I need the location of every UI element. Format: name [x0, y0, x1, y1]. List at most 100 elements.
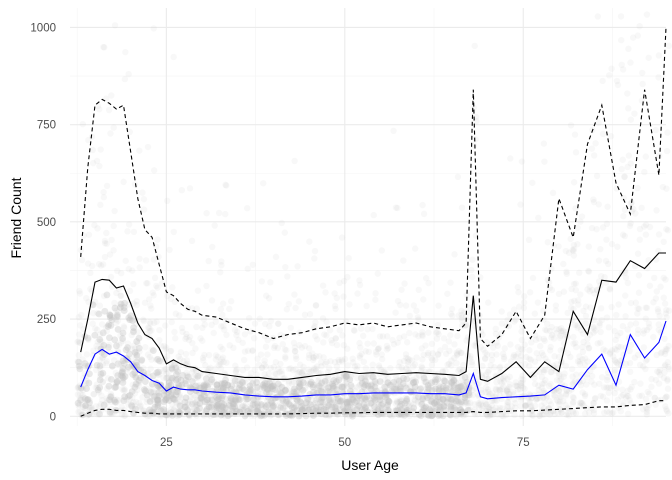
- scatter-point: [145, 296, 153, 303]
- scatter-point: [220, 322, 227, 330]
- scatter-point: [186, 413, 193, 420]
- scatter-point: [232, 397, 240, 405]
- scatter-point: [340, 408, 348, 416]
- scatter-point: [187, 393, 194, 401]
- scatter-point: [218, 394, 226, 402]
- scatter-point: [331, 379, 339, 387]
- scatter-point: [639, 406, 647, 413]
- scatter-point: [624, 392, 631, 400]
- scatter-point: [518, 382, 525, 390]
- scatter-point: [239, 379, 247, 386]
- scatter-point: [422, 403, 429, 410]
- scatter-point: [148, 356, 155, 363]
- scatter-point: [334, 397, 342, 405]
- scatter-point: [276, 399, 284, 406]
- scatter-point: [521, 392, 528, 399]
- scatter-point: [108, 236, 115, 244]
- scatter-point: [536, 412, 544, 420]
- scatter-point: [221, 407, 229, 414]
- scatter-point: [403, 406, 410, 414]
- scatter-point: [427, 397, 435, 404]
- scatter-point: [570, 340, 577, 347]
- scatter-point: [333, 341, 341, 349]
- scatter-point: [401, 383, 409, 390]
- scatter-point: [126, 396, 133, 403]
- scatter-point: [183, 382, 190, 389]
- scatter-point: [79, 120, 87, 128]
- scatter-point: [119, 369, 126, 377]
- scatter-point: [314, 377, 322, 385]
- scatter-point: [536, 368, 543, 376]
- scatter-point: [367, 382, 375, 389]
- scatter-point: [375, 400, 383, 407]
- scatter-point: [577, 291, 584, 298]
- scatter-point: [439, 374, 447, 382]
- scatter-point: [107, 130, 114, 137]
- scatter-point: [318, 379, 326, 387]
- scatter-point: [488, 351, 496, 359]
- scatter-point: [621, 232, 628, 240]
- scatter-point: [518, 336, 526, 344]
- scatter-point: [562, 401, 569, 409]
- scatter-point: [160, 398, 168, 406]
- scatter-point: [436, 381, 443, 389]
- scatter-point: [604, 203, 611, 210]
- scatter-point: [542, 376, 549, 384]
- scatter-point: [264, 401, 272, 409]
- scatter-point: [494, 342, 501, 349]
- scatter-point: [136, 403, 144, 410]
- scatter-point: [634, 305, 641, 312]
- scatter-point: [128, 345, 135, 353]
- scatter-point: [275, 388, 283, 396]
- scatter-point: [261, 361, 268, 368]
- scatter-point: [378, 351, 385, 358]
- scatter-point: [368, 385, 375, 393]
- scatter-point: [625, 152, 633, 159]
- scatter-point: [486, 412, 494, 419]
- scatter-point: [253, 371, 260, 378]
- scatter-point: [318, 394, 326, 402]
- scatter-point: [532, 336, 540, 343]
- scatter-point: [385, 398, 393, 406]
- scatter-point: [80, 394, 87, 401]
- scatter-point: [615, 343, 622, 350]
- scatter-point: [232, 389, 240, 397]
- scatter-point: [163, 394, 171, 402]
- scatter-point: [353, 366, 361, 373]
- scatter-point: [316, 384, 323, 391]
- scatter-point: [293, 388, 301, 396]
- scatter-point: [317, 380, 325, 387]
- scatter-point: [313, 402, 321, 410]
- scatter-point: [267, 383, 275, 391]
- scatter-point: [600, 409, 608, 417]
- scatter-point: [640, 330, 647, 337]
- scatter-point: [455, 312, 462, 319]
- scatter-point: [433, 401, 441, 409]
- scatter-point: [403, 408, 411, 416]
- scatter-point: [582, 303, 590, 310]
- scatter-point: [421, 393, 428, 400]
- scatter-point: [281, 229, 288, 236]
- scatter-point: [296, 361, 304, 368]
- scatter-point: [447, 405, 454, 412]
- scatter-point: [453, 349, 460, 356]
- scatter-point: [587, 304, 594, 311]
- scatter-point: [207, 378, 214, 386]
- scatter-point: [607, 133, 615, 140]
- scatter-point: [81, 402, 89, 410]
- scatter-point: [99, 354, 106, 361]
- scatter-point: [505, 399, 512, 406]
- scatter-point: [144, 143, 152, 151]
- scatter-point: [292, 353, 300, 360]
- scatter-point: [488, 356, 496, 364]
- scatter-point: [299, 387, 306, 395]
- scatter-point: [507, 358, 515, 365]
- scatter-point: [576, 353, 583, 360]
- scatter-point: [96, 362, 104, 370]
- scatter-point: [661, 369, 668, 376]
- scatter-point: [427, 401, 435, 408]
- scatter-point: [101, 307, 109, 315]
- scatter-point: [548, 323, 555, 331]
- scatter-point: [544, 276, 552, 284]
- scatter-point: [644, 326, 651, 334]
